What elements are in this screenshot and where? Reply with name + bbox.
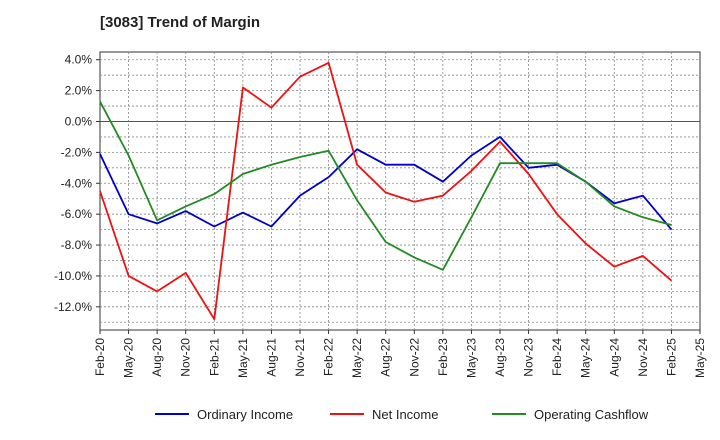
x-tick-label: May-25 — [693, 338, 707, 378]
x-tick-label: Nov-20 — [179, 338, 193, 377]
x-tick-label: Feb-25 — [664, 338, 678, 376]
plot-frame — [99, 51, 701, 331]
x-tick-label: Aug-23 — [493, 338, 507, 377]
y-tick-label: -10.0% — [54, 269, 92, 283]
y-tick-label: 4.0% — [65, 53, 93, 67]
series-lines — [99, 61, 673, 321]
x-tick-label: May-24 — [579, 338, 593, 378]
legend: Ordinary Income Net Income Operating Cashf… — [155, 407, 649, 422]
y-tick-label: -12.0% — [54, 300, 92, 314]
x-tick-label: Nov-22 — [407, 338, 421, 377]
y-tick-label: 0.0% — [65, 115, 93, 129]
legend-label: Operating Cashflow — [534, 407, 649, 422]
x-axis: Feb-20 May-20 Aug-20 Nov-20 Feb-21 May-21 Aug-… — [93, 330, 707, 378]
x-tick-label: Feb-22 — [322, 338, 336, 376]
x-tick-label: Feb-24 — [550, 338, 564, 376]
x-tick-label: Aug-21 — [264, 338, 278, 377]
x-tick-label: May-22 — [350, 338, 364, 378]
x-tick-label: Feb-20 — [93, 338, 107, 376]
x-tick-label: Feb-23 — [436, 338, 450, 376]
y-tick-label: 2.0% — [65, 84, 93, 98]
x-tick-label: Nov-23 — [522, 338, 536, 377]
y-tick-label: -8.0% — [61, 238, 93, 252]
legend-label: Net Income — [372, 407, 438, 422]
x-tick-label: May-20 — [122, 338, 136, 378]
y-axis: 4.0% 2.0% 0.0% -2.0% -4.0% -6.0% -8.0% -10.0% -1… — [54, 53, 100, 314]
chart-title: [3083] Trend of Margin — [100, 14, 261, 31]
legend-label: Ordinary Income — [197, 407, 293, 422]
x-tick-label: May-21 — [236, 338, 250, 378]
series-line-operating-cashflow — [99, 100, 672, 271]
y-tick-label: -6.0% — [61, 207, 93, 221]
series-line-net-income — [99, 61, 672, 321]
y-tick-label: -4.0% — [61, 176, 93, 190]
y-tick-label: -2.0% — [61, 145, 93, 159]
x-tick-label: Nov-24 — [636, 338, 650, 377]
x-tick-label: Aug-20 — [150, 338, 164, 377]
grid — [99, 51, 701, 331]
x-tick-label: May-23 — [464, 338, 478, 378]
x-tick-label: Aug-22 — [379, 338, 393, 377]
x-tick-label: Aug-24 — [607, 338, 621, 377]
x-tick-label: Feb-21 — [207, 338, 221, 376]
x-tick-label: Nov-21 — [293, 338, 307, 377]
